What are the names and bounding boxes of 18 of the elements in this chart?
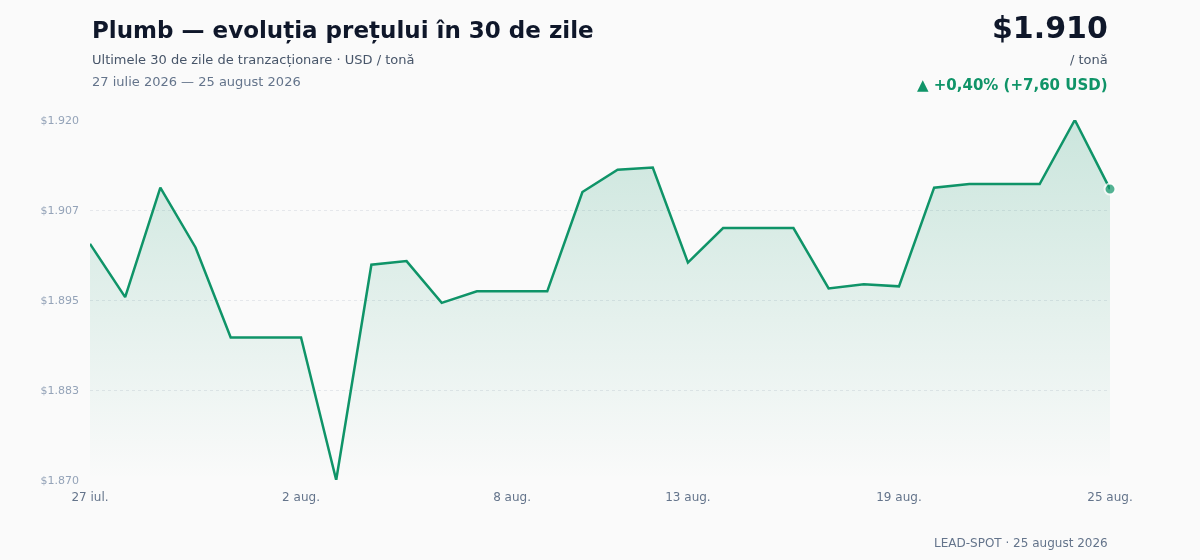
y-tick-label: $1.895 [40,293,79,307]
text: LEAD-SPOT · 25 august 2026 [934,536,1108,550]
chart-subtitle: Ultimele 30 de zile de tranzacționare · USD / tonă [92,52,415,67]
text: $1.910 [992,10,1108,45]
x-tick-label: 27 iul. [71,490,109,504]
y-tick-label: $1.907 [40,203,79,217]
y-tick-label: $1.920 [40,113,79,127]
x-tick-label: 2 aug. [282,490,320,504]
x-tick-label: 8 aug. [493,490,531,504]
chart-title: Plumb — evoluția prețului în 30 de zile [92,17,594,44]
y-tick-label: $1.883 [40,383,79,397]
text: / tonă [1070,52,1108,67]
x-tick-label: 13 aug. [665,490,711,504]
y-tick-label: $1.870 [40,473,79,487]
x-tick-label: 19 aug. [876,490,922,504]
text: ▲ +0,40% (+7,60 USD) [917,76,1108,94]
x-tick-label: 25 aug. [1087,490,1133,504]
text: 27 iulie 2026 — 25 august 2026 [92,74,301,89]
